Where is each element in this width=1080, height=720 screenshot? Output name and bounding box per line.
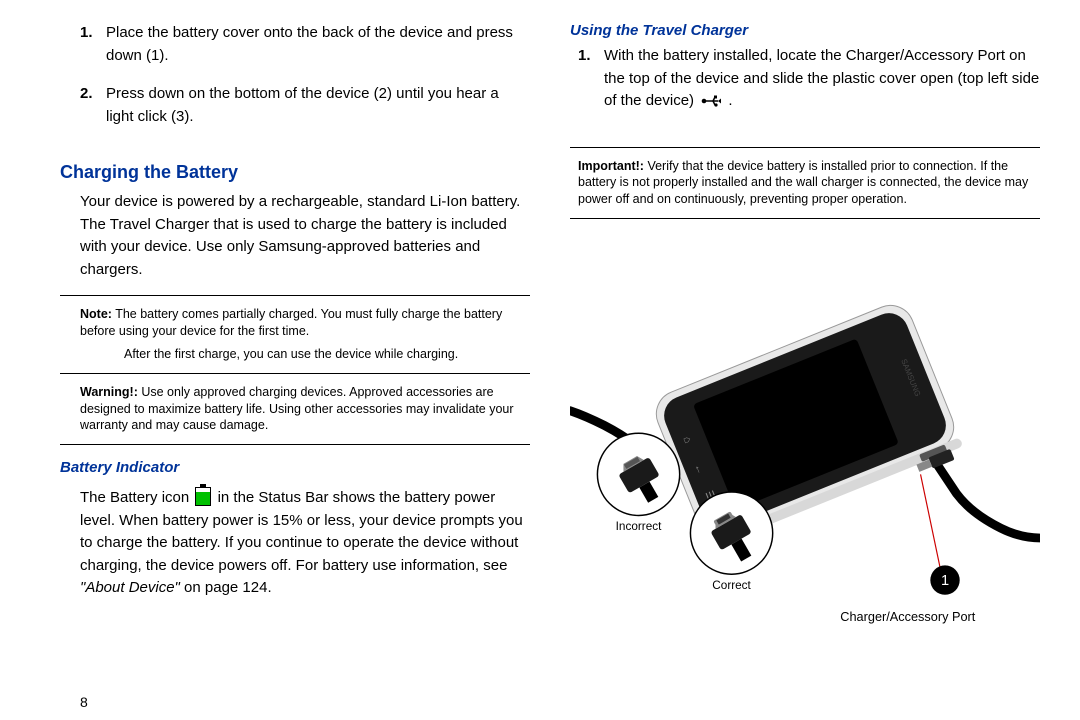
note-text: After the first charge, you can use the … [124, 346, 530, 363]
warning-box: Warning!: Use only approved charging dev… [60, 378, 530, 441]
section-heading: Charging the Battery [60, 162, 530, 183]
note-label: Note: [80, 307, 112, 321]
correct-label: Correct [712, 579, 751, 592]
page-number: 8 [80, 694, 530, 710]
charger-diagram: SAMSUNG ⌂ ← ☰ [570, 229, 1040, 710]
divider [60, 373, 530, 374]
important-text: Verify that the device battery is instal… [578, 159, 1028, 207]
step-item: Press down on the bottom of the device (… [80, 83, 530, 128]
callout-number: 1 [941, 573, 949, 589]
ordered-steps: With the battery installed, locate the C… [570, 45, 1040, 131]
step-item: With the battery installed, locate the C… [578, 45, 1040, 115]
diagram-svg: SAMSUNG ⌂ ← ☰ [570, 229, 1040, 710]
left-column: Place the battery cover onto the back of… [40, 22, 560, 710]
subsection-heading: Battery Indicator [60, 459, 530, 476]
divider [60, 444, 530, 445]
subsection-heading: Using the Travel Charger [570, 22, 1040, 39]
page: Place the battery cover onto the back of… [0, 0, 1080, 720]
right-column: Using the Travel Charger With the batter… [560, 22, 1040, 710]
step-item: Place the battery cover onto the back of… [80, 22, 530, 67]
warning-label: Warning!: [80, 385, 138, 399]
ordered-steps: Place the battery cover onto the back of… [60, 22, 530, 144]
incorrect-label: Incorrect [616, 520, 662, 533]
divider [570, 218, 1040, 219]
subsection-body: The Battery icon in the Status Bar shows… [80, 484, 530, 600]
battery-icon [195, 484, 211, 506]
text-fragment: The Battery icon [80, 489, 193, 506]
note-text: The battery comes partially charged. You… [80, 307, 502, 338]
note-box: Note: The battery comes partially charge… [60, 300, 530, 369]
usb-icon [701, 92, 721, 115]
port-label: Charger/Accessory Port [840, 609, 975, 624]
divider [570, 147, 1040, 148]
important-box: Important!: Verify that the device batte… [570, 152, 1040, 215]
text-fragment: . [728, 92, 732, 109]
warning-text: Use only approved charging devices. Appr… [80, 385, 514, 433]
important-label: Important!: [578, 159, 644, 173]
text-fragment: on page 124. [184, 579, 272, 596]
reference-text: "About Device" [80, 579, 180, 596]
text-fragment: With the battery installed, locate the C… [604, 47, 1039, 109]
section-body: Your device is powered by a rechargeable… [80, 191, 530, 281]
divider [60, 295, 530, 296]
